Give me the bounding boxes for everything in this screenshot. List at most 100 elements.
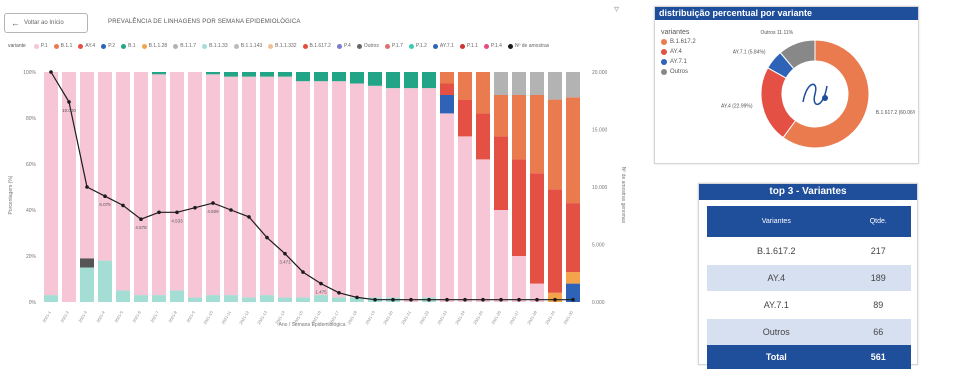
legend-dot-icon — [33, 43, 39, 49]
bar-segment — [386, 88, 400, 298]
legend-item[interactable]: B.1 — [121, 43, 136, 49]
legend-item[interactable]: P.1.1 — [459, 43, 478, 49]
legend-dot-icon — [336, 43, 342, 49]
line-point — [535, 297, 539, 302]
donut-legend: variantes B.1.617.2 AY.4 AY.7.1 Outros — [661, 29, 696, 79]
bar-segment — [386, 72, 400, 89]
variant-qty-cell: 89 — [845, 291, 911, 319]
donut-panel: distribuição percentual por variante var… — [654, 6, 919, 164]
donut-data-label: B.1.617.2 (60.06%) — [876, 110, 915, 116]
bar-segment — [224, 72, 238, 77]
x-tick-label: 2021-23 — [436, 309, 448, 325]
donut-legend-item[interactable]: AY.7.1 — [661, 59, 696, 65]
legend-item[interactable]: B.1.1.332 — [268, 43, 297, 49]
y-tick-label: 80% — [26, 116, 37, 122]
bar-segment — [260, 76, 274, 296]
bar-segment — [494, 136, 508, 210]
legend-dot-icon — [173, 43, 179, 49]
x-tick-label: 2021-25 — [472, 309, 484, 325]
column-header-variantes[interactable]: Variantes — [707, 206, 846, 238]
x-tick-label: 2021-1 — [41, 309, 52, 323]
legend-item[interactable]: B.1.1.7 — [173, 43, 196, 49]
bar-segment — [134, 72, 148, 296]
bar-segment — [548, 72, 562, 100]
donut-legend-item[interactable]: B.1.617.2 — [661, 39, 696, 45]
legend-item[interactable]: B.1.1.143 — [233, 43, 262, 49]
bar-segment — [314, 295, 328, 302]
table-row[interactable]: B.1.617.2 217 — [707, 237, 911, 265]
bar-segment — [530, 95, 544, 174]
variant-qty-cell: 66 — [845, 318, 911, 345]
bar-segment — [224, 295, 238, 302]
x-tick-label: 2021-6 — [131, 309, 142, 323]
line-point — [499, 297, 503, 302]
variant-name-cell: AY.7.1 — [707, 291, 846, 319]
legend-item[interactable]: P.1.7 — [384, 43, 403, 49]
y2-tick-label: 10.000 — [592, 185, 608, 191]
legend-item[interactable]: Outros — [356, 43, 379, 49]
line-point — [373, 297, 377, 302]
legend-dot-icon — [661, 59, 667, 65]
x-axis-label: Ano / Semana Epidemiológica — [279, 322, 346, 328]
data-label: 4.578 — [135, 225, 147, 230]
table-row[interactable]: Outros 66 — [707, 318, 911, 345]
y-tick-label: 20% — [26, 254, 37, 260]
line-point — [175, 210, 179, 215]
legend-item[interactable]: AY.7.1 — [432, 43, 454, 49]
legend-item[interactable]: P.1.2 — [408, 43, 427, 49]
bar-segment — [440, 83, 454, 95]
bar-segment — [206, 295, 220, 302]
bar-segment — [260, 295, 274, 302]
bar-segment — [368, 72, 382, 86]
line-point — [139, 217, 143, 221]
x-tick-label: 2021-19 — [364, 309, 376, 325]
donut-slice — [782, 39, 870, 149]
table-title: top 3 - Variantes — [699, 184, 917, 200]
legend-dot-icon — [101, 43, 107, 49]
bar-segment — [440, 113, 454, 303]
legend-item[interactable]: B.1.1.28 — [141, 43, 167, 49]
table-row[interactable]: AY.7.1 89 — [707, 291, 911, 319]
legend-item[interactable]: P.1.4 — [483, 43, 502, 49]
chart-legend: variante P.1 B.1.1 AY.4 P.2 B.1 B.1.1.28 B.1.1… — [8, 40, 633, 52]
y2-tick-label: 0.000 — [592, 300, 605, 306]
bar-segment — [476, 113, 490, 160]
legend-item[interactable]: P.2 — [101, 43, 115, 49]
legend-item[interactable]: P.1 — [33, 43, 48, 49]
back-arrow-icon: ← — [11, 18, 20, 28]
bar-segment — [332, 297, 346, 302]
legend-item[interactable]: P.4 — [336, 43, 351, 49]
table-row[interactable]: AY.4 189 — [707, 264, 911, 292]
legend-dot-icon — [507, 43, 513, 49]
x-tick-label: 2021-10 — [202, 309, 214, 325]
legend-dot-icon — [384, 43, 390, 49]
bar-segment — [566, 272, 580, 284]
column-header-qtde[interactable]: Qtde. — [845, 206, 911, 238]
variant-qty-cell: 189 — [845, 264, 911, 292]
bar-segment — [152, 74, 166, 296]
legend-item[interactable]: AY.4 — [78, 43, 95, 49]
back-button[interactable]: ← Voltar ao Início — [4, 13, 88, 33]
legend-item[interactable]: Nº de amostras — [507, 43, 549, 49]
bar-segment — [278, 297, 292, 302]
x-tick-label: 2021-9 — [185, 309, 196, 323]
bar-segment — [494, 72, 508, 95]
filter-icon[interactable]: ▿ — [614, 4, 620, 15]
line-point — [247, 215, 251, 219]
line-point — [463, 297, 467, 302]
legend-dot-icon — [233, 43, 239, 49]
donut-legend-item[interactable]: Outros — [661, 69, 696, 75]
bar-segment — [242, 297, 256, 302]
donut-legend-item[interactable]: AY.4 — [661, 49, 696, 55]
bar-segment — [458, 136, 472, 302]
bar-segment — [242, 76, 256, 298]
x-tick-label: 2021-29 — [544, 309, 556, 325]
bar-segment — [206, 72, 220, 75]
legend-item[interactable]: B.1.1 — [53, 43, 72, 49]
logo-icon — [802, 83, 828, 105]
line-point — [49, 70, 53, 74]
legend-item[interactable]: B.1.1.33 — [202, 43, 228, 49]
legend-item[interactable]: B.1.617.2 — [302, 43, 331, 49]
bar-segment — [206, 74, 220, 296]
bar-segment — [512, 256, 526, 302]
